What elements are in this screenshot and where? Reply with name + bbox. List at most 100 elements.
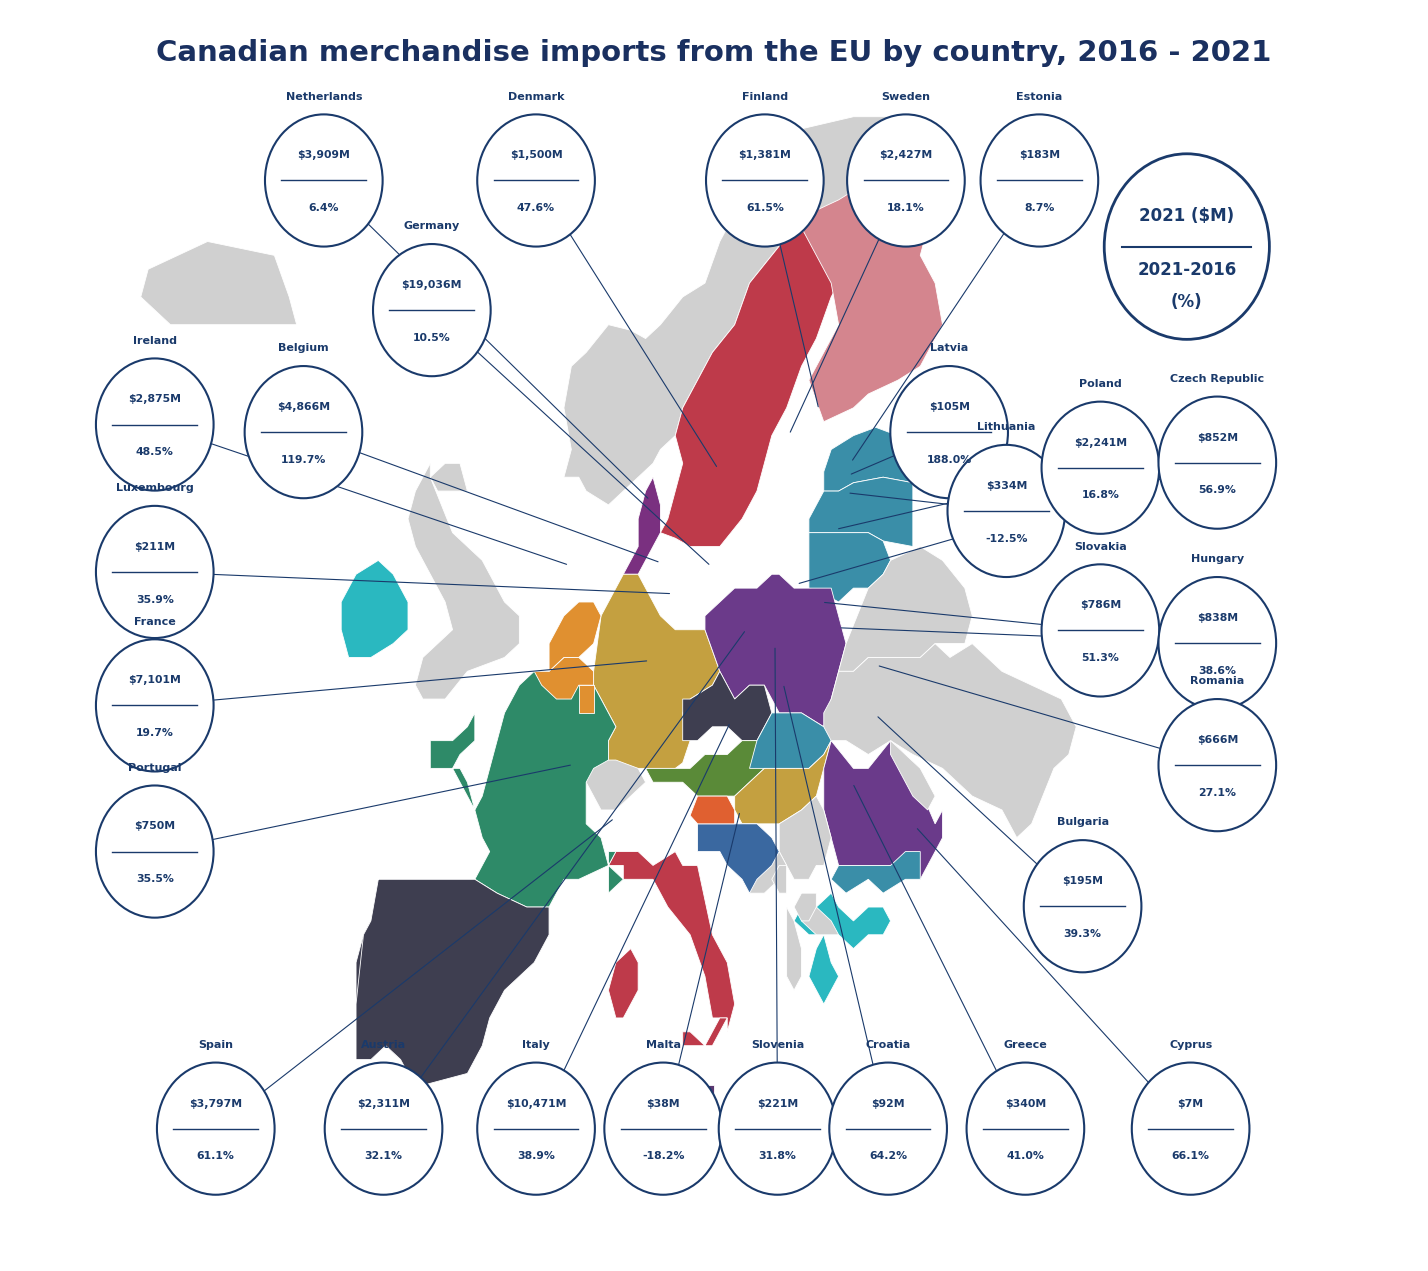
Text: Belgium: Belgium bbox=[278, 343, 328, 353]
Text: 61.5%: 61.5% bbox=[745, 203, 784, 214]
Text: 31.8%: 31.8% bbox=[758, 1152, 797, 1162]
Text: Malta: Malta bbox=[645, 1040, 681, 1050]
Ellipse shape bbox=[96, 358, 214, 491]
Text: $92M: $92M bbox=[871, 1098, 905, 1108]
Text: France: France bbox=[134, 616, 176, 627]
Text: $7,101M: $7,101M bbox=[129, 675, 181, 685]
Text: Austria: Austria bbox=[361, 1040, 406, 1050]
Polygon shape bbox=[623, 477, 660, 574]
Ellipse shape bbox=[948, 445, 1065, 577]
Ellipse shape bbox=[1158, 577, 1277, 709]
Polygon shape bbox=[705, 574, 845, 727]
Polygon shape bbox=[534, 657, 594, 699]
Polygon shape bbox=[794, 894, 817, 921]
Text: Denmark: Denmark bbox=[508, 92, 564, 102]
Text: $183M: $183M bbox=[1018, 150, 1060, 160]
Polygon shape bbox=[690, 796, 734, 824]
Text: 47.6%: 47.6% bbox=[517, 203, 555, 214]
Text: $4,866M: $4,866M bbox=[277, 402, 330, 412]
Text: $3,909M: $3,909M bbox=[297, 150, 350, 160]
Text: $38M: $38M bbox=[647, 1098, 680, 1108]
Text: Slovakia: Slovakia bbox=[1074, 541, 1127, 552]
Ellipse shape bbox=[157, 1063, 274, 1195]
Polygon shape bbox=[356, 921, 401, 1060]
Ellipse shape bbox=[981, 114, 1098, 247]
Polygon shape bbox=[564, 117, 942, 505]
Text: $105M: $105M bbox=[928, 402, 970, 412]
Polygon shape bbox=[794, 894, 891, 948]
Polygon shape bbox=[750, 713, 831, 769]
Polygon shape bbox=[660, 159, 928, 547]
Polygon shape bbox=[824, 741, 942, 880]
Text: Netherlands: Netherlands bbox=[286, 92, 363, 102]
Text: $211M: $211M bbox=[134, 541, 176, 552]
Text: 38.9%: 38.9% bbox=[517, 1152, 555, 1162]
Polygon shape bbox=[645, 741, 764, 796]
Text: 18.1%: 18.1% bbox=[887, 203, 925, 214]
Text: Poland: Poland bbox=[1080, 379, 1122, 389]
Polygon shape bbox=[585, 760, 645, 810]
Polygon shape bbox=[808, 477, 912, 547]
Ellipse shape bbox=[477, 1063, 595, 1195]
Ellipse shape bbox=[718, 1063, 837, 1195]
Ellipse shape bbox=[96, 785, 214, 918]
Text: Hungary: Hungary bbox=[1191, 554, 1244, 564]
Text: $852M: $852M bbox=[1197, 432, 1238, 442]
Text: 35.9%: 35.9% bbox=[136, 595, 174, 605]
Text: $666M: $666M bbox=[1197, 735, 1238, 745]
Ellipse shape bbox=[1024, 840, 1141, 972]
Polygon shape bbox=[771, 866, 787, 894]
Text: 2021-2016: 2021-2016 bbox=[1137, 261, 1237, 278]
Text: $750M: $750M bbox=[134, 821, 176, 831]
Ellipse shape bbox=[830, 1063, 947, 1195]
Text: Ireland: Ireland bbox=[133, 336, 177, 346]
Polygon shape bbox=[787, 907, 801, 990]
Polygon shape bbox=[845, 1093, 891, 1115]
Polygon shape bbox=[831, 852, 920, 894]
Ellipse shape bbox=[244, 366, 363, 498]
Text: Italy: Italy bbox=[523, 1040, 550, 1050]
Polygon shape bbox=[141, 241, 297, 324]
Text: Luxembourg: Luxembourg bbox=[116, 483, 194, 493]
Text: Portugal: Portugal bbox=[129, 763, 181, 773]
Polygon shape bbox=[608, 852, 734, 1032]
Ellipse shape bbox=[705, 114, 824, 247]
Polygon shape bbox=[608, 948, 638, 1018]
Text: $334M: $334M bbox=[985, 480, 1027, 491]
Text: $2,241M: $2,241M bbox=[1074, 437, 1127, 447]
Text: $340M: $340M bbox=[1005, 1098, 1047, 1108]
Text: -12.5%: -12.5% bbox=[985, 534, 1028, 544]
Text: 2021 ($M): 2021 ($M) bbox=[1140, 207, 1234, 225]
Ellipse shape bbox=[96, 639, 214, 771]
Polygon shape bbox=[734, 741, 831, 824]
Ellipse shape bbox=[477, 114, 595, 247]
Text: 64.2%: 64.2% bbox=[870, 1152, 907, 1162]
Text: $7M: $7M bbox=[1178, 1098, 1204, 1108]
Text: Spain: Spain bbox=[198, 1040, 233, 1050]
Polygon shape bbox=[708, 1084, 714, 1093]
Text: $2,427M: $2,427M bbox=[880, 150, 932, 160]
Text: $2,875M: $2,875M bbox=[129, 394, 181, 404]
Polygon shape bbox=[891, 741, 935, 810]
Text: 66.1%: 66.1% bbox=[1171, 1152, 1210, 1162]
Polygon shape bbox=[824, 427, 912, 491]
Polygon shape bbox=[594, 574, 720, 769]
Ellipse shape bbox=[1104, 154, 1269, 339]
Text: 10.5%: 10.5% bbox=[413, 333, 451, 343]
Text: 41.0%: 41.0% bbox=[1007, 1152, 1044, 1162]
Text: Latvia: Latvia bbox=[930, 343, 968, 353]
Polygon shape bbox=[356, 880, 550, 1087]
Text: Greece: Greece bbox=[1004, 1040, 1047, 1050]
Polygon shape bbox=[430, 671, 623, 907]
Ellipse shape bbox=[1158, 699, 1277, 831]
Text: $838M: $838M bbox=[1197, 613, 1238, 623]
Ellipse shape bbox=[847, 114, 965, 247]
Polygon shape bbox=[550, 602, 601, 671]
Text: 51.3%: 51.3% bbox=[1081, 653, 1120, 663]
Text: Croatia: Croatia bbox=[865, 1040, 911, 1050]
Text: 61.1%: 61.1% bbox=[197, 1152, 234, 1162]
Text: Germany: Germany bbox=[404, 221, 460, 231]
Text: 16.8%: 16.8% bbox=[1081, 491, 1120, 501]
Text: $221M: $221M bbox=[757, 1098, 798, 1108]
Text: Cyprus: Cyprus bbox=[1170, 1040, 1212, 1050]
